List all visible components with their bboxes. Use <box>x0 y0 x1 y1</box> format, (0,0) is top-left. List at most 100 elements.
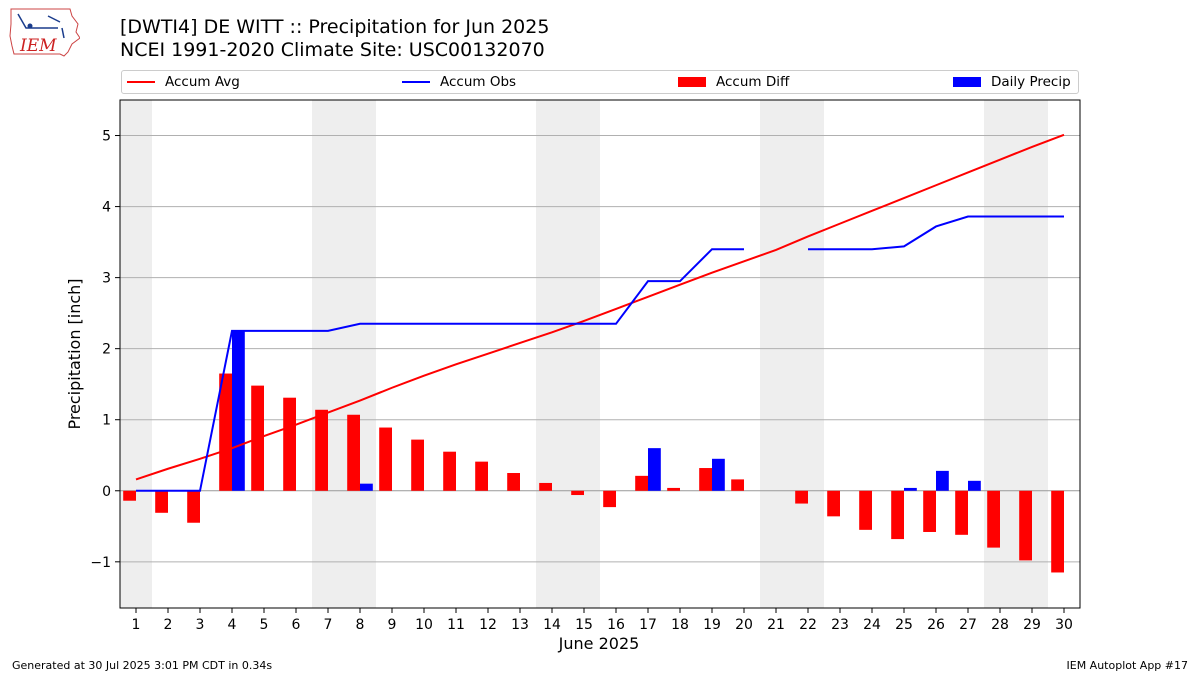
diff-bar-day-15 <box>571 490 584 496</box>
y-tick-label--1: −1 <box>90 555 111 571</box>
y-axis-label: Precipitation [inch] <box>65 278 84 429</box>
x-tick-label-21: 21 <box>767 617 785 633</box>
diff-bar-day-23 <box>827 490 840 517</box>
diff-bar-day-22 <box>795 490 808 504</box>
diff-bar-day-19 <box>699 468 712 491</box>
x-tick-label-19: 19 <box>703 617 721 633</box>
diff-bar-day-28 <box>987 490 1000 548</box>
y-tick-label-1: 1 <box>102 413 111 429</box>
x-tick-label-17: 17 <box>639 617 657 633</box>
x-axis-label: June 2025 <box>558 634 640 653</box>
diff-bar-day-8 <box>347 414 360 491</box>
diff-bar-day-13 <box>507 473 520 491</box>
x-tick-label-30: 30 <box>1055 617 1073 633</box>
diff-bar-day-24 <box>859 490 872 530</box>
daily-bar-day-26 <box>936 470 949 491</box>
x-tick-label-16: 16 <box>607 617 625 633</box>
x-tick-label-15: 15 <box>575 617 593 633</box>
diff-bar-day-20 <box>731 479 744 491</box>
diff-bar-day-27 <box>955 490 968 535</box>
x-tick-label-25: 25 <box>895 617 913 633</box>
x-tick-label-29: 29 <box>1023 617 1041 633</box>
chart-title: [DWTI4] DE WITT :: Precipitation for Jun… <box>120 16 550 38</box>
y-tick-label-2: 2 <box>102 342 111 358</box>
diff-bar-day-7 <box>315 409 328 491</box>
x-tick-label-1: 1 <box>132 617 141 633</box>
diff-bar-day-6 <box>283 397 296 491</box>
diff-bar-day-29 <box>1019 490 1032 561</box>
diff-bar-day-16 <box>603 490 616 508</box>
x-tick-label-3: 3 <box>196 617 205 633</box>
diff-bar-day-17 <box>635 475 648 491</box>
legend-line-obs-swatch <box>402 81 430 83</box>
legend-label-daily-precip: Daily Precip <box>991 74 1071 90</box>
accum-obs-line-segment-0 <box>136 248 744 492</box>
legend-item-daily-precip: Daily Precip <box>953 71 1071 93</box>
accum-avg-line-segment-0 <box>135 133 1065 481</box>
legend-item-accum-diff: Accum Diff <box>678 71 789 93</box>
plot-frame <box>119 99 1081 609</box>
legend-label-accum-diff: Accum Diff <box>716 74 790 90</box>
x-tick-label-24: 24 <box>863 617 881 633</box>
x-tick-label-20: 20 <box>735 617 753 633</box>
weekend-shade-day-1 <box>120 100 152 608</box>
daily-bar-day-27 <box>968 480 981 491</box>
weekend-shade-day-15 <box>568 100 600 608</box>
weekend-shade-day-14 <box>536 100 568 608</box>
y-tick-label-5: 5 <box>102 129 111 145</box>
diff-bar-day-2 <box>155 490 168 513</box>
weekend-shade-day-21 <box>760 100 792 608</box>
accum-obs-line-segment-1 <box>808 215 1064 251</box>
legend-item-accum-avg: Accum Avg <box>127 71 240 93</box>
footer-generated: Generated at 30 Jul 2025 3:01 PM CDT in … <box>12 659 273 672</box>
x-tick-label-6: 6 <box>292 617 301 633</box>
weekend-shade-day-22 <box>792 100 824 608</box>
diff-bar-day-18 <box>667 487 680 491</box>
diff-bar-day-30 <box>1051 490 1064 573</box>
legend-label-accum-avg: Accum Avg <box>165 74 240 90</box>
x-tick-label-11: 11 <box>447 617 465 633</box>
diff-bar-day-1 <box>123 490 136 501</box>
diff-bar-day-10 <box>411 439 424 491</box>
diff-bar-day-9 <box>379 427 392 491</box>
diff-bar-day-14 <box>539 482 552 491</box>
footer-app: IEM Autoplot App #17 <box>1066 659 1189 672</box>
x-tick-label-26: 26 <box>927 617 945 633</box>
diff-bar-day-3 <box>187 490 200 523</box>
logo-text: IEM <box>19 36 57 56</box>
x-tick-label-5: 5 <box>260 617 269 633</box>
diff-bar-day-25 <box>891 490 904 540</box>
x-tick-label-2: 2 <box>164 617 173 633</box>
y-tick-label-0: 0 <box>102 484 111 500</box>
diff-bar-day-11 <box>443 451 456 491</box>
y-tick-label-4: 4 <box>102 200 111 216</box>
x-tick-label-18: 18 <box>671 617 689 633</box>
iowa-outline-icon <box>9 8 80 57</box>
x-tick-label-14: 14 <box>543 617 561 633</box>
x-tick-label-12: 12 <box>479 617 497 633</box>
x-tick-label-22: 22 <box>799 617 817 633</box>
legend-box-diff-swatch <box>678 77 706 87</box>
daily-bar-day-25 <box>904 487 917 491</box>
diff-bar-day-4 <box>219 373 232 491</box>
chart-subtitle: NCEI 1991-2020 Climate Site: USC00132070 <box>120 39 545 61</box>
x-tick-label-27: 27 <box>959 617 977 633</box>
legend-line-avg-swatch <box>127 81 155 83</box>
x-tick-label-13: 13 <box>511 617 529 633</box>
legend: Accum Avg Accum Obs Accum Diff Daily Pre… <box>121 70 1079 94</box>
x-tick-label-23: 23 <box>831 617 849 633</box>
iem-logo: IEM <box>9 8 80 57</box>
legend-item-accum-obs: Accum Obs <box>402 71 516 93</box>
diff-bar-day-26 <box>923 490 936 532</box>
y-tick-label-3: 3 <box>102 271 111 287</box>
daily-bar-day-4 <box>232 330 245 491</box>
daily-bar-day-17 <box>648 448 661 491</box>
weekend-shade-day-7 <box>312 100 344 608</box>
x-tick-label-9: 9 <box>388 617 397 633</box>
diff-bar-day-12 <box>475 461 488 491</box>
legend-label-accum-obs: Accum Obs <box>440 74 517 90</box>
daily-bar-day-19 <box>712 458 725 491</box>
bars <box>123 330 1064 573</box>
x-tick-label-8: 8 <box>356 617 365 633</box>
